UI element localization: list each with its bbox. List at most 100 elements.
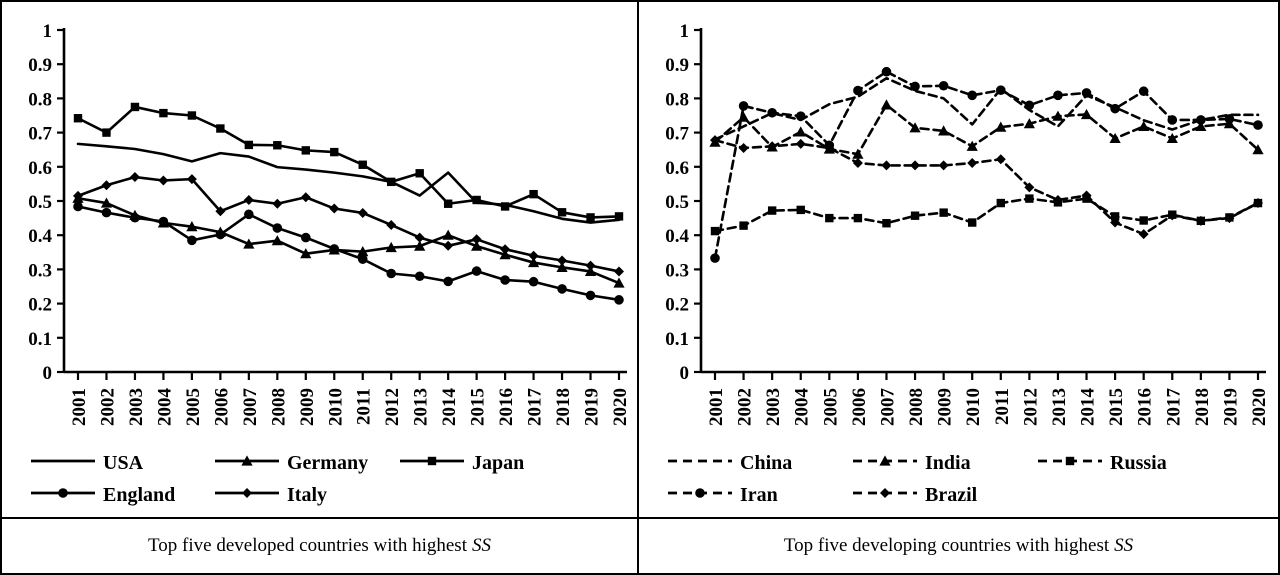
marker-circle [738,101,749,111]
marker-triangle [613,277,625,288]
marker-square [301,146,310,155]
series-brazil [710,135,1263,240]
legend-item-russia[interactable]: Russia [1038,452,1167,474]
marker-triangle [527,256,540,268]
y-tick-label: 1 [680,21,690,42]
marker-square [1025,194,1034,203]
marker-circle [710,253,720,263]
marker-circle [443,276,453,287]
x-tick-label: 2020 [1249,388,1270,426]
legend-item-italy[interactable]: Italy [215,484,327,506]
marker-diamond [557,255,568,266]
marker-triangle [186,221,198,232]
marker-diamond [1195,215,1206,226]
marker-diamond [386,219,397,230]
marker-square [500,202,510,211]
legend-item-japan[interactable]: Japan [400,452,524,474]
legend-marker-triangle [879,455,891,466]
legend-label: Italy [287,484,327,506]
marker-circle [585,290,596,301]
marker-circle [1196,115,1206,125]
marker-diamond [852,158,863,169]
series-line-russia [713,197,1260,233]
x-tick-label: 2016 [1135,388,1156,426]
series-england [73,201,624,305]
marker-triangle [100,197,113,208]
series-line-japan [76,105,621,219]
marker-triangle [938,125,950,136]
x-tick-label: 2010 [963,388,984,426]
marker-circle [1024,100,1035,111]
caption-italic-developed: SS [471,535,491,556]
legend-svg-developed: USA Germany Japan England Italy [31,452,524,506]
legend-item-china[interactable]: China [668,452,792,474]
marker-triangle [966,140,978,151]
x-tick-label: 2015 [1106,388,1127,426]
marker-square [939,208,948,217]
x-tick-label: 2013 [1049,388,1070,426]
marker-square [415,169,424,178]
x-tick-label: 2016 [496,388,517,426]
plot-developing: 1 0.9 0.8 0.7 0.6 0.5 0.4 0.3 0.2 0.1 0 2001 2002 200… [639,2,1278,437]
legend-developing: China India Russia Iran Brazil [639,437,1278,517]
marker-diamond [215,206,226,217]
y-tick-label: 1 [43,21,53,42]
marker-circle [73,201,83,212]
marker-square [273,141,282,150]
marker-triangle [852,148,864,159]
legend-label: England [103,484,175,506]
marker-triangle [1109,132,1121,144]
marker-diamond [710,135,720,146]
marker-triangle [1138,120,1150,132]
legend-item-brazil[interactable]: Brazil [853,484,978,506]
x-tick-label: 2003 [763,388,784,426]
series-china [713,76,1260,141]
marker-square [825,213,834,223]
legend-item-germany[interactable]: Germany [215,452,368,474]
marker-circle [1167,115,1178,125]
x-tick-label: 2018 [553,388,574,426]
marker-diamond [910,160,921,171]
marker-circle [853,85,863,96]
marker-square [1139,216,1148,225]
marker-circle [1110,103,1120,114]
legend-item-iran[interactable]: Iran [668,484,778,506]
marker-square [1110,212,1120,221]
marker-circle [1138,86,1149,97]
marker-diamond [995,154,1006,165]
y-tick-label: 0.4 [665,226,689,247]
marker-diamond [881,160,892,171]
legend-item-india[interactable]: India [853,452,971,474]
marker-square [796,205,805,215]
marker-square [710,226,720,236]
series-line-brazil [713,138,1260,236]
y-tick-label: 0.8 [665,89,689,110]
legend-item-usa[interactable]: USA [31,452,144,474]
chart-svg-developing: 1 0.9 0.8 0.7 0.6 0.5 0.4 0.3 0.2 0.1 0 2001 2002 200… [665,21,1270,426]
marker-square [586,213,595,222]
legend-label: India [925,452,971,474]
marker-triangle [1166,132,1178,144]
caption-italic-developing: SS [1114,535,1134,556]
marker-diamond [1110,217,1121,228]
y-tick-label: 0.1 [28,329,52,350]
marker-circle [357,254,368,264]
x-tick-label: 2012 [382,388,403,426]
x-tick-label: 2011 [992,388,1013,425]
y-tick-label: 0.5 [665,192,689,213]
legend-marker-diamond [880,488,890,498]
marker-circle [215,229,226,240]
marker-circle [614,295,624,305]
marker-triangle [795,126,807,137]
legend-item-england[interactable]: England [31,484,175,506]
x-tick-label: 2020 [610,388,631,426]
x-tick-label: 2001 [69,388,90,426]
marker-triangle [471,240,483,251]
legend-label: Iran [740,484,778,506]
x-tick-label: 2008 [268,388,289,426]
x-tick-label: 2005 [183,388,204,426]
marker-triangle [243,238,255,249]
marker-circle [881,66,892,77]
marker-circle [386,268,397,279]
marker-circle [414,271,425,282]
